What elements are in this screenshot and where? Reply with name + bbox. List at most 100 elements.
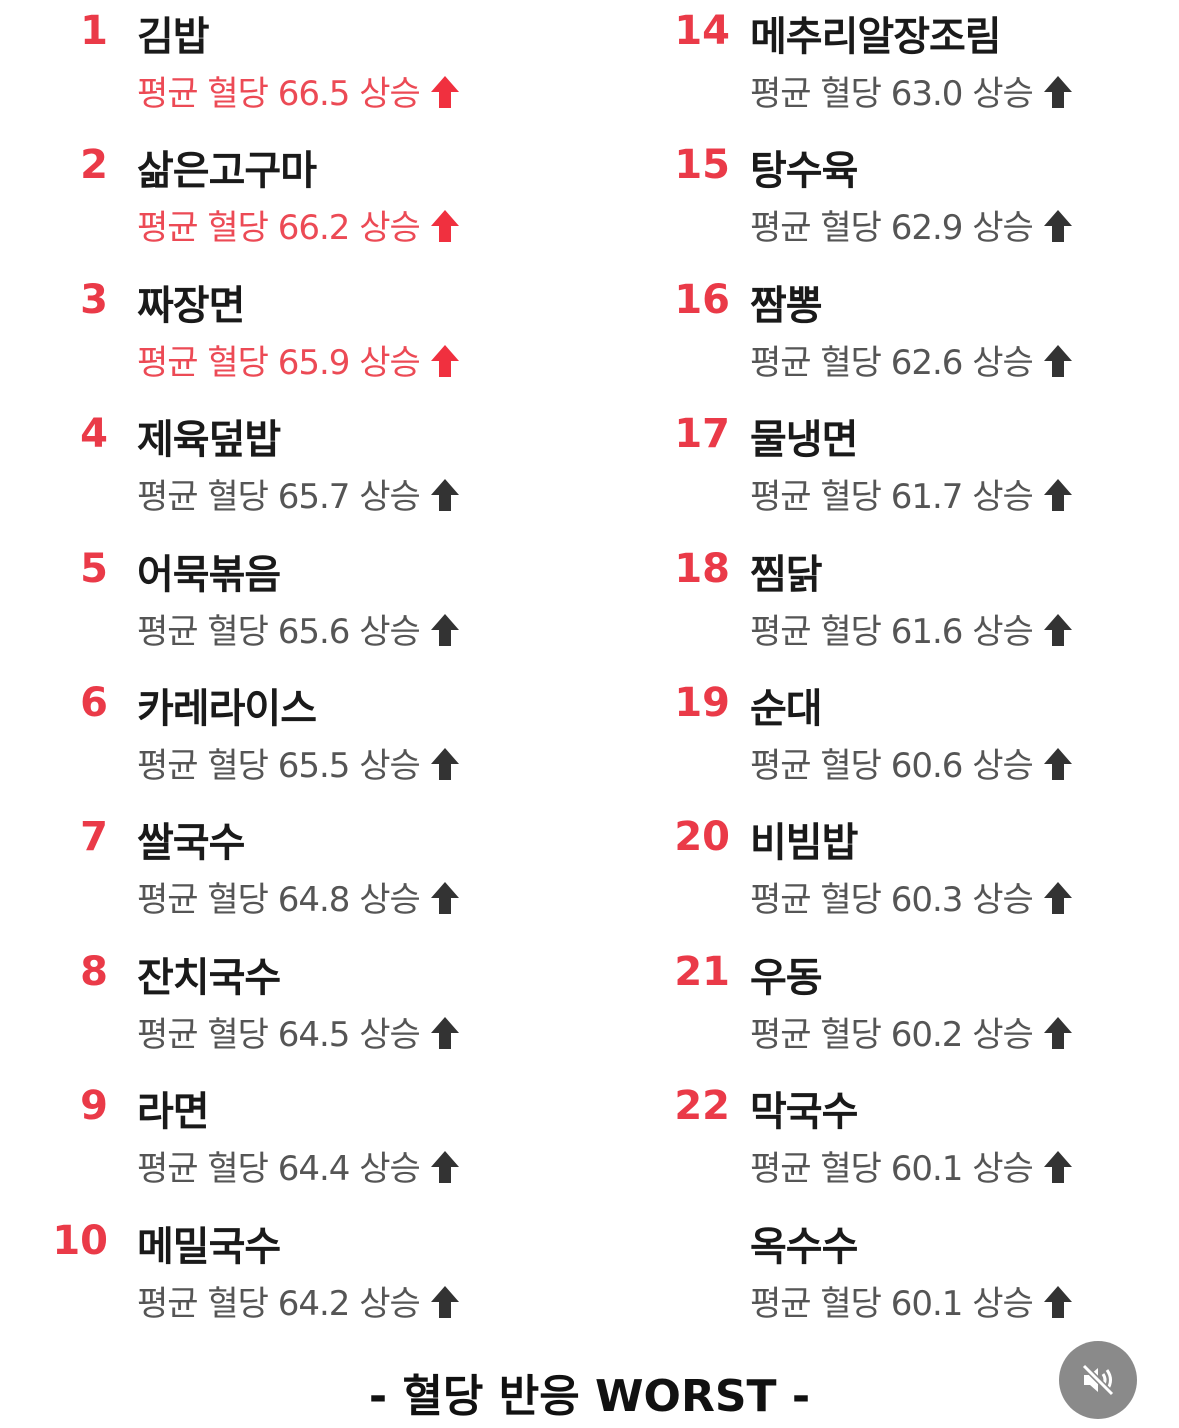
glucose-rise-label: 평균 혈당 61.6 상승 xyxy=(750,611,1034,652)
rank-number: 4 xyxy=(80,411,108,458)
food-name: 제육덮밥 xyxy=(137,417,281,464)
glucose-rise-label: 평균 혈당 61.7 상승 xyxy=(750,477,1034,518)
rank-number: 2 xyxy=(80,142,108,189)
arrow-up-icon xyxy=(1043,210,1072,243)
food-name: 순대 xyxy=(750,686,823,732)
rank-number: 9 xyxy=(80,1083,108,1130)
glucose-rise-label: 평균 혈당 64.5 상승 xyxy=(137,1014,421,1055)
list-item: 8 잔치국수 평균 혈당 64.5 상승 xyxy=(0,945,1179,1075)
glucose-rise-text: 평균 혈당 65.7 상승 xyxy=(137,469,460,518)
glucose-rise-text: 평균 혈당 60.3 상승 xyxy=(750,872,1073,921)
arrow-up-icon xyxy=(1043,748,1072,780)
arrow-up-icon xyxy=(1043,1151,1072,1184)
list-item: 16 짬뽕 평균 혈당 62.6 상승 xyxy=(0,273,1179,403)
glucose-rise-label: 평균 혈당 62.9 상승 xyxy=(750,208,1034,249)
arrow-up-icon xyxy=(1043,344,1072,377)
list-item: 21 우동 평균 혈당 60.2 상승 xyxy=(0,945,1179,1075)
rank-number: 20 xyxy=(674,814,730,861)
rank-number: 15 xyxy=(674,142,730,189)
arrow-up-icon xyxy=(1043,1285,1072,1318)
glucose-rise-label: 평균 혈당 60.1 상승 xyxy=(750,1149,1034,1190)
arrow-up-icon xyxy=(430,882,459,915)
food-name: 쌀국수 xyxy=(137,820,245,867)
arrow-up-icon xyxy=(1043,882,1072,915)
rank-number: 3 xyxy=(80,276,108,323)
glucose-rise-text: 평균 혈당 60.1 상승 xyxy=(750,1276,1073,1325)
rank-number: 5 xyxy=(80,545,108,592)
glucose-rise-text: 평균 혈당 62.6 상승 xyxy=(750,335,1073,384)
list-item: 14 메추리알장조림 평균 혈당 63.0 상승 xyxy=(0,4,1179,134)
arrow-up-icon xyxy=(430,1285,459,1318)
arrow-up-icon xyxy=(1043,1016,1072,1049)
food-name: 김밥 xyxy=(137,14,210,60)
rank-number: 17 xyxy=(674,411,730,458)
glucose-rise-text: 평균 혈당 64.5 상승 xyxy=(137,1007,460,1056)
glucose-rise-label: 평균 혈당 64.4 상승 xyxy=(137,1149,421,1190)
glucose-rise-text: 평균 혈당 66.2 상승 xyxy=(137,200,460,249)
arrow-up-icon xyxy=(1043,479,1072,512)
glucose-rise-text: 평균 혈당 63.0 상승 xyxy=(750,66,1073,115)
food-name: 짜장면 xyxy=(137,282,245,329)
speaker-muted-icon xyxy=(1081,1363,1115,1397)
glucose-rise-label: 평균 혈당 60.3 상승 xyxy=(750,880,1034,921)
glucose-rise-text: 평균 혈당 65.9 상승 xyxy=(137,335,460,384)
glucose-rise-label: 평균 혈당 66.2 상승 xyxy=(137,208,421,249)
glucose-rise-label: 평균 혈당 60.6 상승 xyxy=(750,746,1034,786)
rank-number: 10 xyxy=(52,1217,108,1264)
arrow-up-icon xyxy=(1043,76,1072,108)
glucose-rise-label: 평균 혈당 64.8 상승 xyxy=(137,880,421,921)
glucose-rise-label: 평균 혈당 62.6 상승 xyxy=(750,342,1034,383)
glucose-rise-text: 평균 혈당 61.6 상승 xyxy=(750,604,1073,653)
glucose-rise-label: 평균 혈당 63.0 상승 xyxy=(750,74,1034,114)
arrow-up-icon xyxy=(430,210,459,243)
food-name: 찜닭 xyxy=(750,551,823,598)
glucose-rise-text: 평균 혈당 60.1 상승 xyxy=(750,1141,1073,1190)
food-name: 카레라이스 xyxy=(137,686,317,732)
rank-number: 8 xyxy=(80,948,108,995)
rank-number: 6 xyxy=(80,680,108,726)
glucose-rise-text: 평균 혈당 65.6 상승 xyxy=(137,604,460,653)
list-item: 22 막국수 평균 혈당 60.1 상승 xyxy=(0,1079,1179,1209)
food-name: 탕수육 xyxy=(750,148,858,195)
glucose-rise-text: 평균 혈당 60.6 상승 xyxy=(750,738,1073,787)
glucose-rise-text: 평균 혈당 60.2 상승 xyxy=(750,1007,1073,1056)
rank-number: 18 xyxy=(674,545,730,592)
food-name: 메추리알장조림 xyxy=(750,14,1002,60)
food-name: 옥수수 xyxy=(750,1223,858,1270)
glucose-rise-text: 평균 혈당 64.4 상승 xyxy=(137,1141,460,1190)
list-item: 7 쌀국수 평균 혈당 64.8 상승 xyxy=(0,810,1179,940)
arrow-up-icon xyxy=(430,1151,459,1184)
rank-number: 1 xyxy=(80,8,108,54)
food-name: 라면 xyxy=(137,1089,210,1136)
rank-number: 22 xyxy=(674,1083,730,1130)
arrow-up-icon xyxy=(1043,613,1072,646)
glucose-rise-label: 평균 혈당 60.2 상승 xyxy=(750,1014,1034,1055)
food-name: 물냉면 xyxy=(750,417,858,464)
glucose-rise-text: 평균 혈당 66.5 상승 xyxy=(137,66,460,115)
glucose-rise-label: 평균 혈당 65.5 상승 xyxy=(137,746,421,786)
food-name: 삶은고구마 xyxy=(137,148,317,195)
arrow-up-icon xyxy=(430,344,459,377)
food-name: 어묵볶음 xyxy=(137,551,281,598)
glucose-rise-label: 평균 혈당 65.7 상승 xyxy=(137,477,421,518)
glucose-rise-text: 평균 혈당 64.2 상승 xyxy=(137,1276,460,1325)
list-item: 20 비빔밥 평균 혈당 60.3 상승 xyxy=(0,810,1179,940)
glucose-rise-label: 평균 혈당 60.1 상승 xyxy=(750,1283,1034,1324)
arrow-up-icon xyxy=(430,76,459,108)
list-item: 10 메밀국수 평균 혈당 64.2 상승 xyxy=(0,1214,1179,1344)
food-name: 짬뽕 xyxy=(750,282,823,329)
rank-number: 19 xyxy=(674,680,730,726)
caption-title: - 혈당 반응 WORST - xyxy=(368,1371,811,1422)
mute-button[interactable] xyxy=(1059,1341,1137,1419)
